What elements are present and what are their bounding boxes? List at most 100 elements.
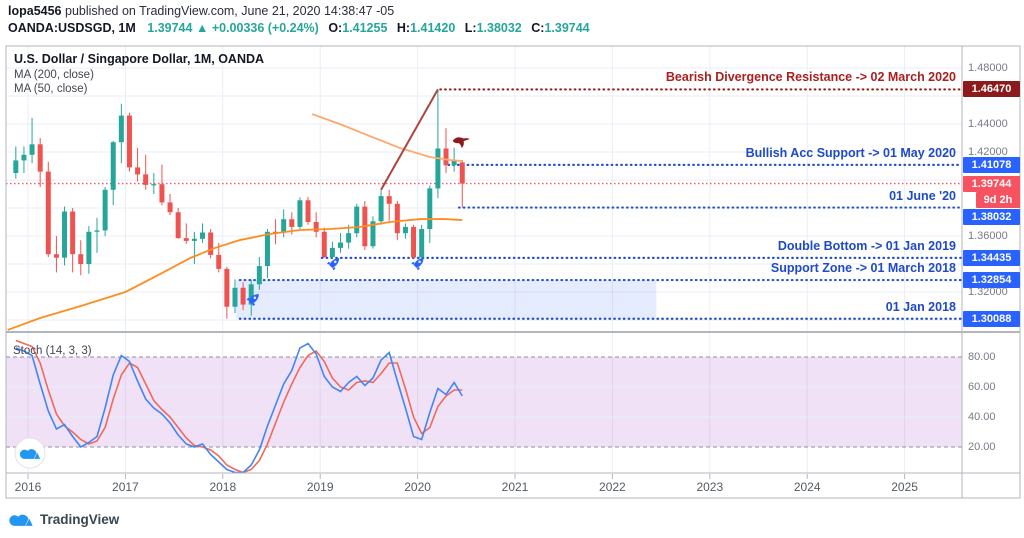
candle-up xyxy=(102,189,108,231)
legend-ma50[interactable]: MA (50, close) xyxy=(14,83,88,95)
candle-up xyxy=(62,211,68,258)
candle-up xyxy=(378,196,384,222)
candle-up xyxy=(281,219,287,233)
candle-down xyxy=(143,174,149,185)
price-badge: 1.46470 xyxy=(963,81,1020,98)
stoch-axis-tick: 20.00 xyxy=(968,441,996,453)
open-value: 1.41255 xyxy=(342,21,388,35)
byline: lopa5456 published on TradingView.com, J… xyxy=(8,4,394,18)
candle-up xyxy=(402,226,408,234)
candle-down xyxy=(394,203,400,234)
level-label[interactable]: 01 Jan 2018 xyxy=(885,299,956,314)
price-axis-tick: 1.48000 xyxy=(968,62,1008,74)
time-axis-label: 2024 xyxy=(793,480,821,494)
candle-down xyxy=(70,211,76,255)
candle-up xyxy=(200,232,206,239)
time-axis-label: 2020 xyxy=(404,480,431,494)
candle-up xyxy=(94,230,100,232)
candle-up xyxy=(110,142,116,190)
level-label[interactable]: Bearish Divergence Resistance -> 02 Marc… xyxy=(665,70,956,85)
rocket-icon[interactable] xyxy=(411,258,424,271)
candle-down xyxy=(45,171,51,255)
close-label: C: xyxy=(531,21,545,35)
time-axis-label: 2021 xyxy=(501,480,529,494)
candle-down xyxy=(183,238,189,241)
candle-down xyxy=(216,254,222,269)
divergence-trendline[interactable] xyxy=(380,88,439,191)
candle-down xyxy=(459,162,465,184)
high-label: H: xyxy=(396,21,411,35)
price-badge: 1.32854 xyxy=(963,272,1020,289)
candle-up xyxy=(118,115,124,143)
high-value: 1.41420 xyxy=(410,21,456,35)
candle-up xyxy=(29,144,35,155)
candle-up xyxy=(354,206,360,234)
price-change: +0.00336 (+0.24%) xyxy=(211,21,319,35)
level-label[interactable]: Double Bottom -> 01 Jan 2019 xyxy=(777,238,956,253)
candle-down xyxy=(411,226,417,258)
price-badge: 1.41078 xyxy=(963,156,1020,173)
indicator-label-stoch[interactable]: Stoch (14, 3, 3) xyxy=(13,345,92,357)
legend-ma200[interactable]: MA (200, close) xyxy=(14,69,94,81)
tradingview-footer[interactable]: TradingView xyxy=(8,511,119,528)
candle-up xyxy=(346,233,352,243)
candle-up xyxy=(370,221,376,247)
candle-up xyxy=(86,231,92,264)
chart-frame xyxy=(5,45,1021,499)
chart-title[interactable]: U.S. Dollar / Singapore Dollar, 1M, OAND… xyxy=(14,52,265,66)
candle-up xyxy=(191,238,197,241)
candle-down xyxy=(159,184,165,203)
candle-down xyxy=(208,232,214,255)
time-axis-label: 2016 xyxy=(14,480,42,494)
candle-up xyxy=(451,160,457,166)
candle-down xyxy=(321,231,327,257)
time-axis-label: 2018 xyxy=(209,480,237,494)
byline-text: published on TradingView.com, June 21, 2… xyxy=(61,4,395,18)
support-zone-rectangle[interactable] xyxy=(235,280,657,319)
tradingview-logo-icon xyxy=(9,514,33,526)
stoch-axis-tick: 80.00 xyxy=(968,351,996,363)
rocket-icon[interactable] xyxy=(246,293,259,307)
candle-up xyxy=(151,184,157,186)
ma200-line[interactable] xyxy=(311,113,463,162)
price-axis-tick: 1.36000 xyxy=(968,230,1008,242)
symbol-name[interactable]: OANDA:USDSGD, 1M xyxy=(8,21,136,35)
stoch-d-line[interactable] xyxy=(15,339,463,474)
level-label[interactable]: 01 June '20 xyxy=(889,188,956,203)
price-axis-tick: 1.32000 xyxy=(968,286,1008,298)
stoch-axis-tick: 60.00 xyxy=(968,381,996,393)
candle-up xyxy=(297,200,303,227)
stoch-band xyxy=(6,357,962,447)
candle-down xyxy=(175,212,181,239)
time-axis-label: 2019 xyxy=(306,480,334,494)
candle-up xyxy=(435,148,441,189)
candle-down xyxy=(224,268,230,307)
level-label[interactable]: Bullish Acc Support -> 01 May 2020 xyxy=(745,145,956,160)
candle-down xyxy=(126,115,132,168)
candle-up xyxy=(21,154,27,161)
candle-up xyxy=(256,266,262,285)
candle-up xyxy=(232,287,238,307)
rocket-icon[interactable] xyxy=(326,258,340,271)
level-label[interactable]: Support Zone -> 01 March 2018 xyxy=(770,261,956,276)
candle-up xyxy=(329,247,335,257)
candle-up xyxy=(248,284,254,305)
symbol-info-bar: OANDA:USDSGD, 1M 1.39744 ▲ +0.00336 (+0.… xyxy=(8,21,590,35)
candle-up xyxy=(427,188,433,229)
ma50-line[interactable] xyxy=(7,218,463,331)
time-axis-label: 2023 xyxy=(696,480,724,494)
change-arrow-icon: ▲ xyxy=(195,21,209,35)
candle-down xyxy=(289,219,295,227)
low-label: L: xyxy=(464,21,477,35)
candle-down xyxy=(53,254,59,258)
candle-down xyxy=(240,287,246,305)
eagle-icon[interactable] xyxy=(452,137,470,149)
candle-up xyxy=(419,229,425,258)
price-badge: 1.39744 xyxy=(963,175,1020,192)
open-label: O: xyxy=(328,21,343,35)
time-axis-label: 2022 xyxy=(599,480,626,494)
candle-up xyxy=(264,231,270,267)
tradingview-watermark-logo xyxy=(19,449,41,459)
